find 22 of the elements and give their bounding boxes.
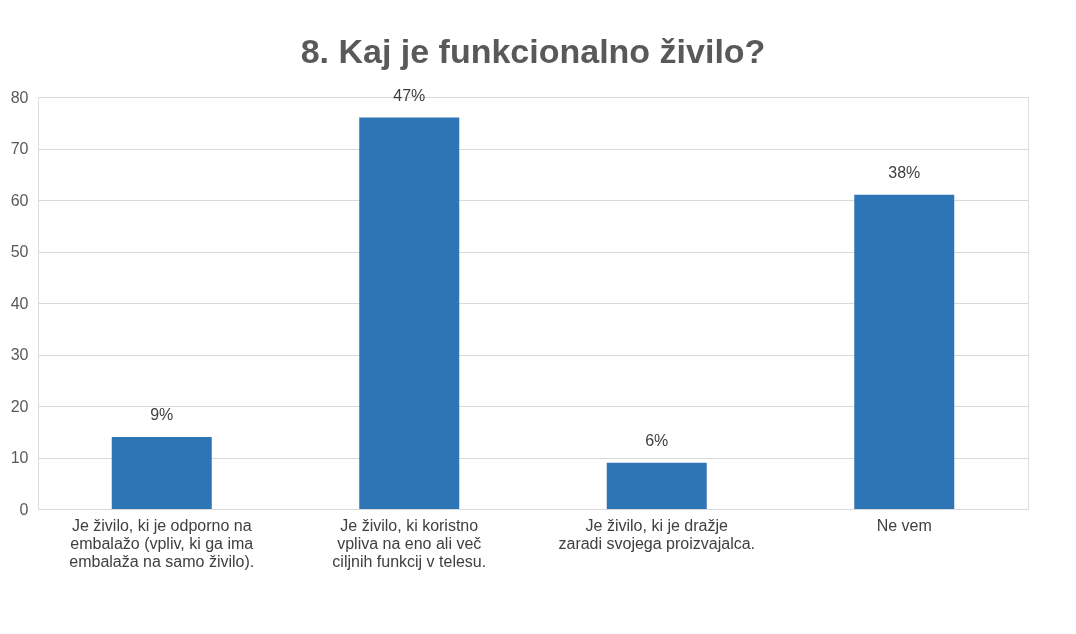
y-tick-label: 30 [10, 346, 29, 363]
annotation: 47% [393, 86, 426, 104]
x-tick-label: Je živilo, ki je dražje zaradi svojega proizvajalca. [558, 516, 756, 552]
bar [359, 117, 460, 509]
chart-title: 8. Kaj je funkcionalno živilo? [300, 31, 766, 70]
y-tick-label: 20 [10, 397, 29, 415]
x-tick-label: Je živilo, ki je odporno na embalažo (vpliv, ki ga ima embalaža na samo živilo). [69, 516, 255, 570]
annotation: 6% [645, 431, 669, 449]
x-tick-label: Je živilo, ki koristno vpliva na eno ali več ciljnih funkcij v telesu. [332, 516, 487, 570]
y-tick-label: 60 [10, 191, 29, 209]
y-tick-label: 70 [10, 140, 29, 157]
y-tick-label: 40 [10, 294, 29, 312]
annotation: 38% [888, 163, 921, 181]
bar [606, 462, 707, 509]
bar [854, 194, 955, 509]
annotation: 9% [150, 405, 174, 423]
y-tick-label: 80 [10, 88, 29, 106]
y-tick-label: 10 [10, 449, 29, 466]
x-tick-label: Ne vem [876, 516, 932, 534]
y-tick-label: 50 [10, 243, 29, 260]
y-tick-label: 0 [19, 500, 29, 518]
bar [111, 436, 212, 509]
